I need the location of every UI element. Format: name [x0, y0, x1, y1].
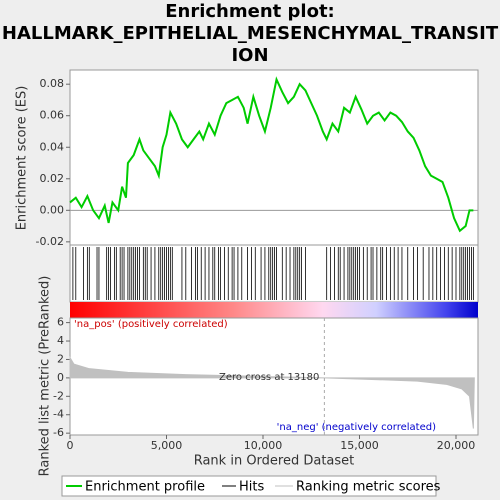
legend-label: Ranking metric scores	[296, 480, 441, 495]
es-curve	[69, 76, 474, 233]
y-tick-label: 0.00	[40, 203, 65, 216]
y-tick-label: 0.06	[40, 109, 65, 122]
legend	[61, 475, 437, 497]
y-tick-label: -0.02	[36, 235, 64, 248]
zero-cross-label: Zero cross at 13180	[219, 372, 319, 383]
metric-area	[69, 355, 475, 429]
neg-label: 'na_neg' (negatively correlated)	[277, 422, 436, 433]
title: Enrichment plot:	[165, 1, 335, 22]
x-tick-label: 5,000	[151, 439, 183, 452]
y-tick-label: 0.02	[40, 172, 65, 185]
y-tick-label: 2	[57, 352, 64, 365]
y-tick-label: -4	[53, 408, 64, 421]
x-axis-label: Rank in Ordered Dataset	[194, 454, 355, 469]
pos-label: 'na_pos' (positively correlated)	[74, 319, 228, 330]
y-tick-label: 0	[57, 371, 64, 384]
x-tick-label: 15,000	[340, 439, 379, 452]
x-tick-label: 0	[67, 439, 74, 452]
es-panel	[69, 69, 479, 246]
legend-label: Hits	[239, 480, 264, 495]
y-axis-label: Enrichment score (ES)	[15, 86, 30, 231]
y-tick-label: 4	[57, 334, 64, 347]
hits-panel	[69, 244, 479, 303]
rank-colorbar	[70, 302, 478, 318]
legend-label: Enrichment profile	[85, 480, 205, 495]
y-tick-label: 0.08	[40, 77, 65, 90]
title: HALLMARK_EPITHELIAL_MESENCHYMAL_TRANSIT	[2, 23, 499, 44]
x-tick-label: 20,000	[437, 439, 476, 452]
x-tick-label: 10,000	[244, 439, 283, 452]
y-tick-label: -2	[53, 389, 64, 402]
y-axis-label: Ranked list metric (PreRanked)	[38, 276, 53, 477]
title: ION	[231, 45, 268, 66]
y-tick-label: 6	[57, 316, 64, 329]
y-tick-label: 0.04	[40, 140, 65, 153]
y-tick-label: -6	[53, 426, 64, 439]
